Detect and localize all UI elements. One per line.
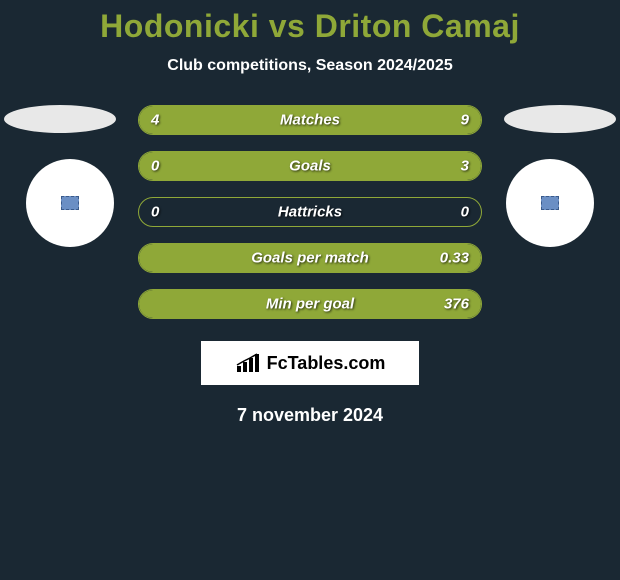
stat-value-left: 0	[151, 158, 159, 175]
player-left-avatar	[26, 159, 114, 247]
brand-text: FcTables.com	[267, 353, 386, 374]
brand-box: FcTables.com	[201, 341, 419, 385]
stat-label: Goals	[289, 158, 331, 175]
stat-value-right: 3	[461, 158, 469, 175]
stat-value-right: 0.33	[440, 250, 469, 267]
stat-bar: 4 9 Matches	[138, 105, 482, 135]
stat-label: Goals per match	[251, 250, 369, 267]
player-right-badge-icon	[541, 196, 559, 210]
stat-value-right: 376	[444, 296, 469, 313]
stat-value-right: 0	[461, 204, 469, 221]
stat-bar: 376 Min per goal	[138, 289, 482, 319]
stat-value-right: 9	[461, 112, 469, 129]
stat-bar: 0 0 Hattricks	[138, 197, 482, 227]
stat-bar: 0 3 Goals	[138, 151, 482, 181]
stat-bar: 0.33 Goals per match	[138, 243, 482, 273]
page-title: Hodonicki vs Driton Camaj	[0, 0, 620, 45]
stat-label: Hattricks	[278, 204, 342, 221]
page-subtitle: Club competitions, Season 2024/2025	[0, 57, 620, 75]
stat-label: Matches	[280, 112, 340, 129]
stat-value-left: 0	[151, 204, 159, 221]
brand-chart-icon	[235, 352, 263, 374]
comparison-area: 4 9 Matches 0 3 Goals 0 0 Hattricks 0.33 Goals per…	[0, 105, 620, 319]
player-right-avatar	[506, 159, 594, 247]
date-text: 7 november 2024	[0, 405, 620, 426]
stat-bars: 4 9 Matches 0 3 Goals 0 0 Hattricks 0.33 Goals per…	[138, 105, 482, 319]
stat-label: Min per goal	[266, 296, 354, 313]
player-left-badge-icon	[61, 196, 79, 210]
stat-value-left: 4	[151, 112, 159, 129]
player-left-ellipse	[4, 105, 116, 133]
player-right-ellipse	[504, 105, 616, 133]
